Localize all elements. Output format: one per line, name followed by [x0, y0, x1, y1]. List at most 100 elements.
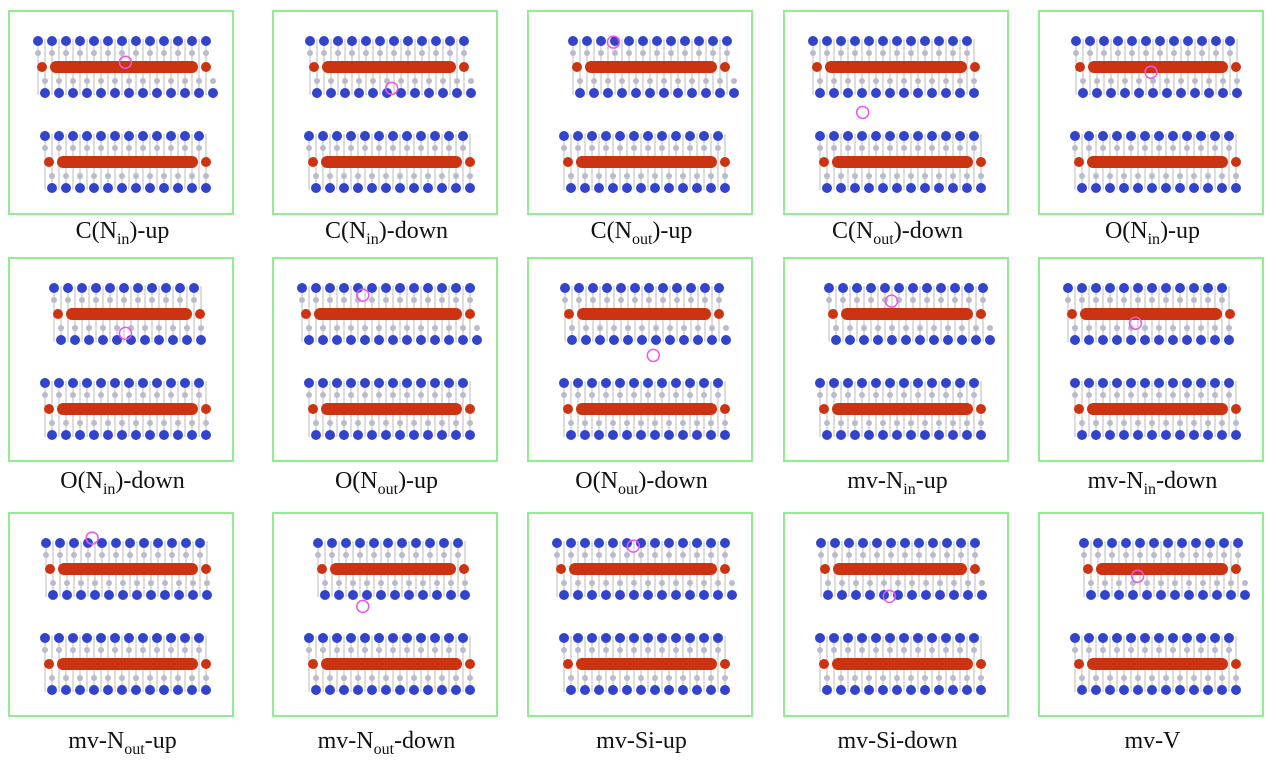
atom [326, 88, 336, 98]
atom [1093, 675, 1099, 681]
atom [134, 580, 140, 586]
atom [1189, 430, 1199, 440]
atom [367, 685, 377, 695]
slab [49, 283, 206, 345]
atom [1226, 325, 1232, 331]
atom [75, 430, 85, 440]
label-text: C(N [591, 218, 632, 244]
atom [854, 297, 860, 303]
atom [361, 36, 371, 46]
atom [636, 183, 646, 193]
atom [1233, 173, 1239, 179]
carbon-layer [58, 563, 198, 575]
atom [636, 538, 646, 548]
atom [460, 590, 470, 600]
label-text: mv-N [847, 468, 903, 494]
atom [1065, 297, 1071, 303]
atom [1120, 88, 1130, 98]
atom [824, 50, 830, 56]
atom [603, 392, 609, 398]
atom [194, 88, 204, 98]
atom [367, 183, 377, 193]
atom [40, 88, 50, 98]
carbon-layer [66, 308, 192, 320]
atom [874, 552, 880, 558]
carbon-layer [569, 563, 717, 575]
atom [203, 675, 209, 681]
atom [1127, 36, 1137, 46]
atom [444, 633, 454, 643]
atom [687, 647, 693, 653]
atom [425, 173, 431, 179]
atom [816, 538, 826, 548]
atom [922, 420, 928, 426]
atom [934, 430, 944, 440]
label-tail: )-down [894, 218, 963, 244]
structure-panel [8, 512, 234, 717]
label-tail: )-down [115, 468, 184, 494]
atom [927, 131, 937, 141]
atom [1114, 647, 1120, 653]
atom [161, 283, 171, 293]
atom [1224, 335, 1234, 345]
atom [1163, 297, 1169, 303]
atom [650, 538, 660, 548]
atom [654, 50, 660, 56]
atom [957, 78, 963, 84]
atom [1233, 675, 1239, 681]
atom [965, 580, 971, 586]
atom [1197, 36, 1207, 46]
atom [976, 685, 986, 695]
atom [334, 392, 340, 398]
atom [1205, 538, 1215, 548]
slab [815, 131, 986, 193]
atom [201, 404, 211, 414]
atom [75, 685, 85, 695]
atom [346, 633, 356, 643]
structure-panel [8, 257, 234, 462]
atom [1123, 552, 1129, 558]
atom [451, 183, 461, 193]
atom [96, 88, 106, 98]
atom [1224, 633, 1234, 643]
atom [880, 420, 886, 426]
atom [161, 50, 167, 56]
atom [603, 145, 609, 151]
atom [685, 131, 695, 141]
atom [411, 420, 417, 426]
atom [154, 335, 164, 345]
atom [1079, 173, 1085, 179]
atom [1105, 430, 1115, 440]
atom [950, 173, 956, 179]
atom [306, 647, 312, 653]
atom [623, 335, 633, 345]
atom [857, 633, 867, 643]
atom [812, 62, 822, 72]
atom [594, 430, 604, 440]
atom [180, 633, 190, 643]
atom [700, 283, 710, 293]
atom [857, 88, 867, 98]
atom [587, 590, 597, 600]
atom [70, 392, 76, 398]
atom [311, 183, 321, 193]
atom [859, 78, 865, 84]
carbon-layer [57, 658, 198, 670]
atom [824, 283, 834, 293]
atom [720, 183, 730, 193]
atom [708, 36, 718, 46]
atom [636, 430, 646, 440]
atom [446, 325, 452, 331]
atom [1091, 430, 1101, 440]
atom [145, 430, 155, 440]
atom [1192, 78, 1198, 84]
atom [864, 183, 874, 193]
atom [465, 659, 475, 669]
atom [659, 145, 665, 151]
panel-label: mv-V [1038, 728, 1267, 755]
atom [357, 552, 363, 558]
atom [574, 283, 584, 293]
atom [62, 590, 72, 600]
atom [673, 580, 679, 586]
slab [305, 36, 476, 98]
